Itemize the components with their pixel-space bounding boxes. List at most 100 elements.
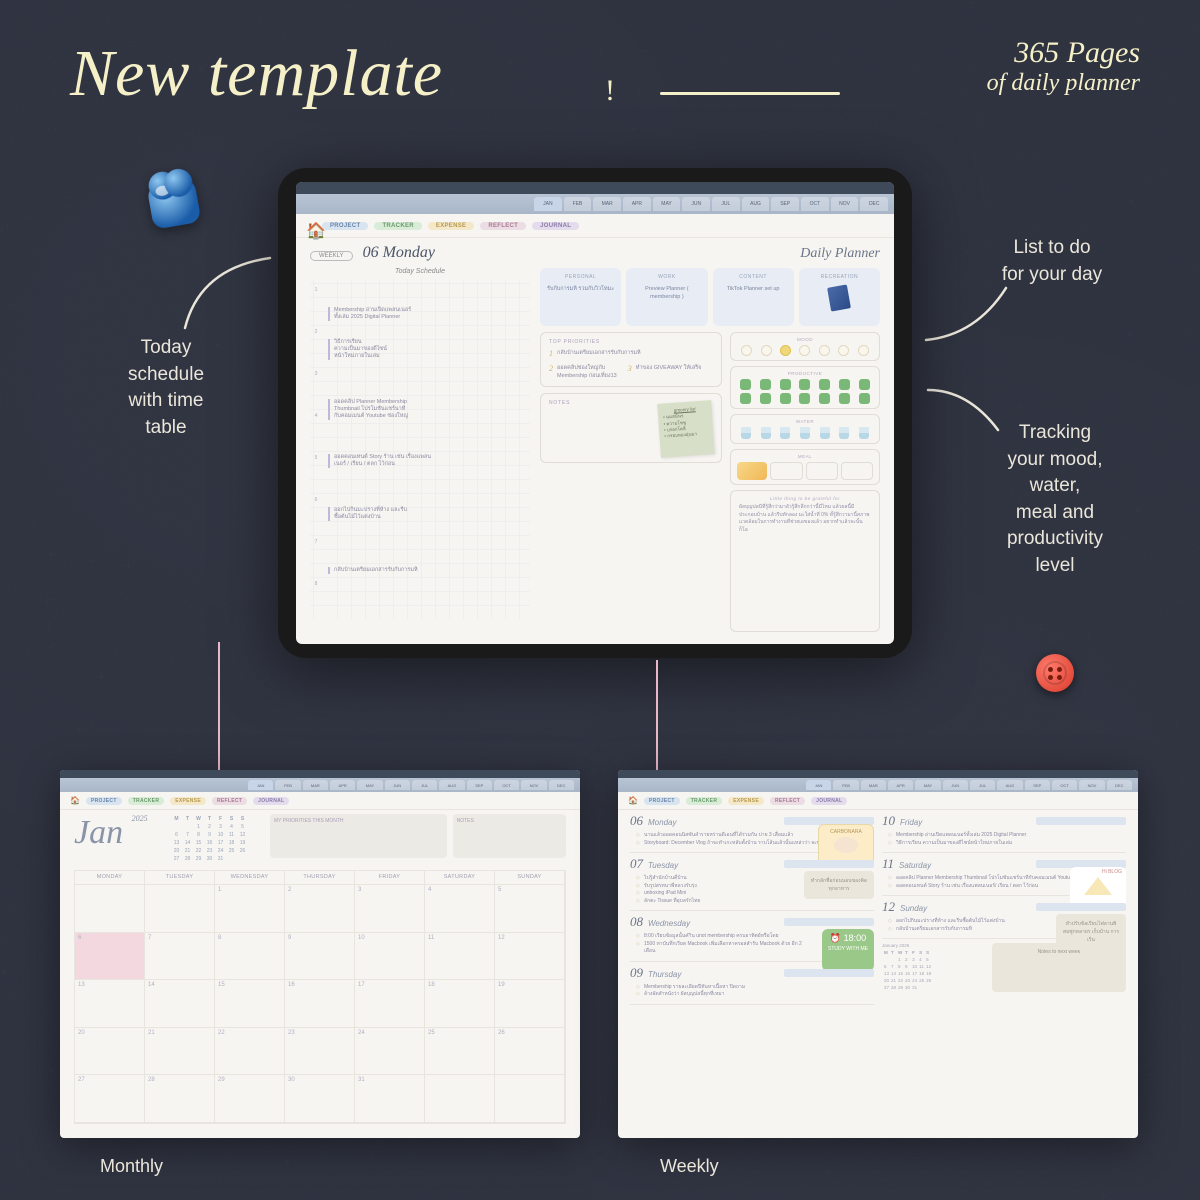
month-tab-jan[interactable]: JAN [806, 780, 831, 790]
mood-option[interactable] [741, 345, 752, 356]
clover-icon[interactable] [740, 379, 751, 390]
month-day-cell[interactable]: 14 [145, 980, 215, 1028]
nav-pill-journal[interactable]: JOURNAL [253, 797, 289, 805]
month-tab-nov[interactable]: NOV [521, 780, 546, 790]
clover-icon[interactable] [799, 393, 810, 404]
mood-option[interactable] [761, 345, 772, 356]
month-day-cell[interactable]: 25 [425, 1028, 495, 1076]
month-day-cell[interactable]: 29 [215, 1075, 285, 1123]
month-day-cell[interactable]: 16 [285, 980, 355, 1028]
clover-icon[interactable] [859, 379, 870, 390]
month-tab-may[interactable]: MAY [357, 780, 382, 790]
clover-icon[interactable] [839, 379, 850, 390]
month-day-cell[interactable] [495, 1075, 565, 1123]
mood-option[interactable] [799, 345, 810, 356]
clover-icon[interactable] [819, 379, 830, 390]
month-day-cell[interactable] [75, 885, 145, 933]
mood-option-selected[interactable] [780, 345, 791, 356]
month-day-cell[interactable]: 17 [355, 980, 425, 1028]
clover-icon[interactable] [780, 393, 791, 404]
nav-pill-journal[interactable]: JOURNAL [532, 222, 579, 230]
month-tab-jun[interactable]: JUN [682, 197, 710, 211]
month-tab-apr[interactable]: APR [330, 780, 355, 790]
month-day-cell[interactable]: 12 [495, 933, 565, 981]
nav-pill-project[interactable]: PROJECT [644, 797, 680, 805]
month-tab-may[interactable]: MAY [915, 780, 940, 790]
month-day-cell[interactable]: 10 [355, 933, 425, 981]
category-card-content[interactable]: CONTENTTikTok Planner set up [713, 268, 794, 326]
month-tab-dec[interactable]: DEC [549, 780, 574, 790]
month-tab-oct[interactable]: OCT [801, 197, 829, 211]
month-day-cell[interactable]: 20 [75, 1028, 145, 1076]
water-glass-icon[interactable] [741, 427, 751, 439]
clover-icon[interactable] [760, 379, 771, 390]
month-tab-may[interactable]: MAY [653, 197, 681, 211]
month-day-cell[interactable]: 3 [355, 885, 425, 933]
month-tab-jan[interactable]: JAN [248, 780, 273, 790]
nav-pill-expense[interactable]: EXPENSE [728, 797, 764, 805]
nav-pill-expense[interactable]: EXPENSE [428, 222, 474, 230]
month-day-cell[interactable]: 9 [285, 933, 355, 981]
month-day-cell[interactable]: 31 [355, 1075, 425, 1123]
month-day-cell[interactable]: 18 [425, 980, 495, 1028]
month-tab-jan[interactable]: JAN [534, 197, 562, 211]
meal-slot-filled[interactable] [737, 462, 767, 480]
nav-pill-reflect[interactable]: REFLECT [480, 222, 526, 230]
water-glass-icon[interactable] [859, 427, 869, 439]
meal-slot[interactable] [841, 462, 873, 480]
month-tab-sep[interactable]: SEP [771, 197, 799, 211]
meal-slot[interactable] [806, 462, 838, 480]
month-day-cell[interactable]: 28 [145, 1075, 215, 1123]
month-day-cell[interactable]: 19 [495, 980, 565, 1028]
weekly-badge[interactable]: WEEKLY [310, 251, 353, 261]
month-day-cell[interactable]: 26 [495, 1028, 565, 1076]
month-tab-sep[interactable]: SEP [467, 780, 492, 790]
month-tab-dec[interactable]: DEC [1107, 780, 1132, 790]
home-icon[interactable]: 🏠 [70, 796, 80, 805]
nav-pill-journal[interactable]: JOURNAL [811, 797, 847, 805]
month-day-cell[interactable]: 22 [215, 1028, 285, 1076]
month-tab-mar[interactable]: MAR [593, 197, 621, 211]
meal-slot[interactable] [770, 462, 802, 480]
water-glass-icon[interactable] [839, 427, 849, 439]
month-tab-jul[interactable]: JUL [970, 780, 995, 790]
month-tab-oct[interactable]: OCT [494, 780, 519, 790]
month-day-cell[interactable]: 2 [285, 885, 355, 933]
month-day-cell[interactable]: 8 [215, 933, 285, 981]
nav-pill-tracker[interactable]: TRACKER [686, 797, 723, 805]
month-tab-feb[interactable]: FEB [833, 780, 858, 790]
water-glass-icon[interactable] [761, 427, 771, 439]
nav-pill-tracker[interactable]: TRACKER [374, 222, 421, 230]
month-tab-jun[interactable]: JUN [943, 780, 968, 790]
clover-icon[interactable] [859, 393, 870, 404]
month-tab-jul[interactable]: JUL [412, 780, 437, 790]
month-tab-apr[interactable]: APR [888, 780, 913, 790]
month-tab-mar[interactable]: MAR [861, 780, 886, 790]
month-tab-dec[interactable]: DEC [860, 197, 888, 211]
month-day-cell[interactable]: 6 [75, 933, 145, 981]
month-day-cell[interactable]: 30 [285, 1075, 355, 1123]
month-tab-aug[interactable]: AUG [997, 780, 1022, 790]
mood-option[interactable] [838, 345, 849, 356]
month-tab-nov[interactable]: NOV [1079, 780, 1104, 790]
month-day-cell[interactable]: 11 [425, 933, 495, 981]
month-tab-sep[interactable]: SEP [1025, 780, 1050, 790]
clover-icon[interactable] [839, 393, 850, 404]
category-card-recreation[interactable]: RECREATION [799, 268, 880, 326]
month-tab-feb[interactable]: FEB [564, 197, 592, 211]
nav-pill-project[interactable]: PROJECT [322, 222, 368, 230]
month-tab-oct[interactable]: OCT [1052, 780, 1077, 790]
nav-pill-tracker[interactable]: TRACKER [128, 797, 165, 805]
month-tab-mar[interactable]: MAR [303, 780, 328, 790]
mood-option[interactable] [858, 345, 869, 356]
month-tab-feb[interactable]: FEB [275, 780, 300, 790]
category-card-personal[interactable]: PERSONALรับกับการมหิ รวมกับวิวโทมะ [540, 268, 621, 326]
mood-option[interactable] [819, 345, 830, 356]
nav-pill-expense[interactable]: EXPENSE [170, 797, 206, 805]
month-day-cell[interactable]: 13 [75, 980, 145, 1028]
clover-icon[interactable] [780, 379, 791, 390]
month-tab-aug[interactable]: AUG [742, 197, 770, 211]
month-tab-aug[interactable]: AUG [439, 780, 464, 790]
month-tab-jul[interactable]: JUL [712, 197, 740, 211]
water-glass-icon[interactable] [780, 427, 790, 439]
